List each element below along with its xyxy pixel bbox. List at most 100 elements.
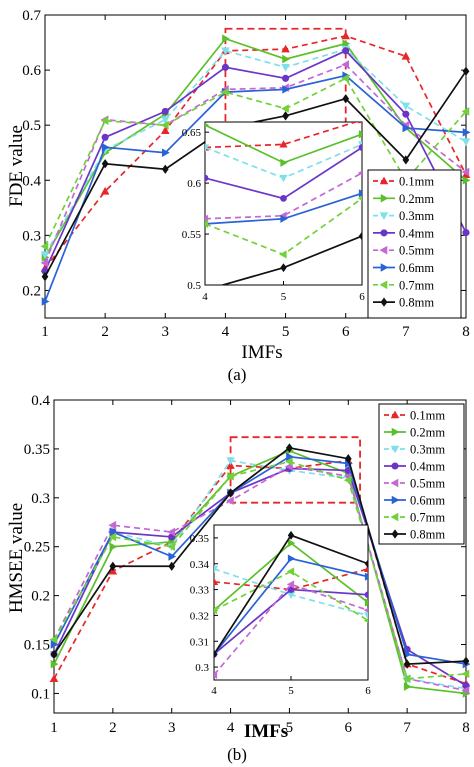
inset-data-point — [214, 670, 218, 679]
legend-label: 0.5mm — [399, 244, 434, 258]
y-tick-label: 0.2 — [22, 283, 41, 299]
data-point — [281, 44, 290, 53]
series-0.4mm — [41, 47, 470, 275]
data-point — [109, 561, 117, 571]
y-tick-label: 0.4 — [31, 393, 50, 409]
inset-data-point — [280, 263, 287, 273]
inset-x-tick-label: 6 — [365, 685, 371, 697]
inset-data-point — [287, 554, 296, 563]
y-axis-label: HMSEE value — [6, 503, 27, 613]
legend-label: 0.7mm — [410, 511, 445, 525]
legend-marker — [391, 462, 399, 470]
data-point — [168, 561, 176, 571]
series-line — [53, 467, 467, 687]
inset-data-point — [358, 144, 362, 151]
legend-box — [367, 169, 462, 319]
x-tick-label: 6 — [342, 324, 350, 340]
data-point — [167, 542, 175, 551]
legend-marker — [379, 245, 388, 255]
data-point — [221, 63, 229, 71]
series-line — [44, 48, 467, 256]
legend: 0.1mm 0.2mm 0.3mm 0.4mm 0.5mm 0.6mm 0.7mm 0.8mm — [367, 169, 462, 319]
x-tick-label: 4 — [227, 720, 235, 736]
data-point — [101, 133, 109, 141]
data-point — [401, 102, 411, 111]
inset-data-point — [364, 591, 368, 599]
y-tick-label: 0.4 — [22, 173, 41, 189]
series-line — [44, 35, 467, 269]
data-point — [101, 142, 110, 152]
inset-y-tick-label: 0.65 — [182, 127, 202, 139]
data-point — [461, 107, 470, 116]
inset-data-point — [205, 219, 209, 228]
data-point — [281, 64, 290, 72]
series-line — [44, 49, 467, 272]
x-tick-label: 6 — [345, 720, 353, 736]
inset-series-0.4mm — [205, 144, 362, 202]
inset-data-point — [280, 214, 288, 223]
y-tick-label: 0.2 — [31, 589, 50, 605]
data-point — [462, 656, 470, 666]
data-point — [41, 272, 49, 282]
legend-label: 0.3mm — [410, 443, 445, 457]
legend-marker — [379, 176, 389, 185]
legend-marker — [391, 529, 399, 539]
data-point — [100, 186, 110, 195]
inset-x-tick-label: 4 — [211, 685, 217, 697]
legend-marker — [380, 263, 389, 272]
legend-label: 0.7mm — [399, 278, 434, 292]
inset-y-tick-label: 0.3 — [195, 662, 209, 674]
data-point — [343, 475, 352, 485]
x-tick-label: 3 — [162, 324, 170, 340]
series-0.8mm — [50, 443, 470, 669]
inset-data-point — [286, 567, 295, 576]
data-point — [161, 164, 169, 174]
inset-data-point — [357, 196, 362, 201]
series-line — [44, 74, 467, 302]
inset-series-0.5mm — [214, 580, 368, 679]
legend-label: 0.8mm — [399, 296, 434, 310]
legend-label: 0.3mm — [399, 209, 434, 223]
legend-marker — [380, 297, 388, 307]
legend-marker — [390, 478, 399, 488]
legend-label: 0.8mm — [410, 528, 445, 542]
inset-data-point — [358, 189, 362, 198]
x-tick-label: 7 — [403, 720, 411, 736]
x-tick-label: 4 — [222, 324, 230, 340]
inset-series-0.2mm — [205, 122, 362, 167]
data-point — [341, 74, 349, 83]
data-point — [401, 51, 411, 60]
data-point — [341, 60, 349, 69]
data-point — [41, 297, 50, 306]
inset-data-point — [279, 140, 288, 148]
inset-data-point — [214, 565, 219, 574]
inset-area — [204, 121, 363, 286]
series-0.7mm — [49, 457, 470, 684]
legend-marker — [380, 229, 388, 237]
data-point — [282, 111, 289, 121]
data-point — [286, 443, 293, 453]
data-point — [108, 520, 117, 530]
x-tick-label: 5 — [286, 720, 294, 736]
inset-data-point — [280, 158, 288, 167]
inset-data-point — [205, 144, 210, 152]
data-point — [162, 148, 170, 158]
data-point — [50, 640, 59, 649]
inset-data-point — [363, 564, 368, 573]
data-point — [462, 229, 470, 237]
inset-series-0.7mm — [205, 196, 362, 259]
data-point — [402, 155, 410, 165]
inset-data-point — [205, 122, 210, 128]
legend-label: 0.4mm — [399, 226, 434, 240]
x-tick-label: 2 — [109, 720, 117, 736]
inset-data-point — [358, 231, 362, 241]
inset-data-point — [279, 174, 288, 183]
data-point — [461, 669, 470, 679]
inset-data-point — [287, 539, 296, 548]
legend-marker — [390, 445, 400, 454]
legend-marker — [391, 427, 400, 437]
data-point — [101, 159, 109, 169]
data-point — [49, 674, 59, 683]
